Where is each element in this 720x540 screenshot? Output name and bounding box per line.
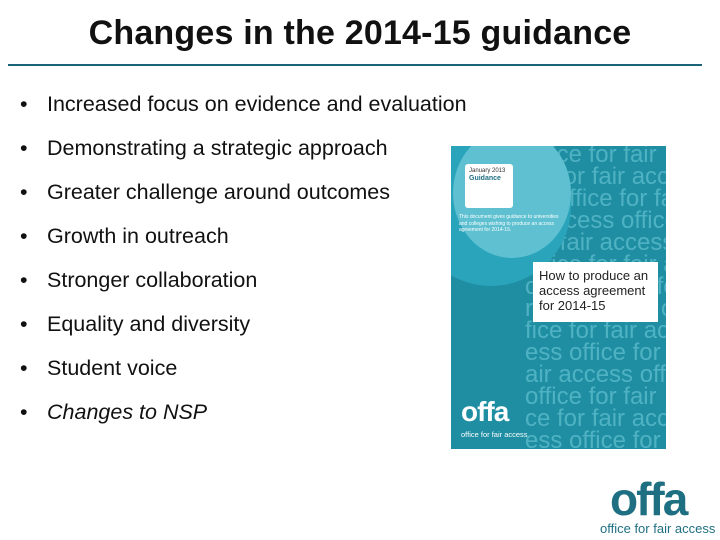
cover-tag: January 2013 Guidance	[465, 164, 513, 208]
bullet-item: • Increased focus on evidence and evaluat…	[16, 86, 467, 130]
bullet-dot: •	[20, 268, 28, 292]
bullet-text: Changes to NSP	[47, 400, 208, 424]
bullet-text: Stronger collaboration	[47, 268, 258, 292]
cover-blurb: This document gives guidance to universi…	[459, 214, 559, 233]
bullet-item: • Student voice	[16, 350, 467, 394]
offa-logo: offa office for fair access	[600, 474, 720, 538]
bullet-dot: •	[20, 136, 28, 160]
offa-logo-subtitle: office for fair access	[600, 521, 716, 536]
bullet-text: Student voice	[47, 356, 178, 380]
cover-logo-sub: office for fair access	[461, 430, 528, 439]
cover-heading: How to produce an access agreement for 2…	[533, 262, 658, 322]
bullet-item: • Demonstrating a strategic approach	[16, 130, 467, 174]
bullet-dot: •	[20, 224, 28, 248]
bullet-item: • Stronger collaboration	[16, 262, 467, 306]
cover-background-line: fice for fair acc	[525, 317, 666, 344]
cover-logo-word: offa	[461, 396, 509, 427]
slide-title: Changes in the 2014-15 guidance	[88, 14, 632, 52]
bullet-dot: •	[20, 180, 28, 204]
cover-background-line: ce for fair acce	[525, 405, 666, 432]
cover-tag-label: Guidance	[469, 175, 501, 182]
title-underline	[8, 64, 702, 66]
cover-tag-date: January 2013	[469, 168, 506, 174]
offa-logo-word: offa	[610, 473, 688, 525]
cover-background-line: office for fair	[525, 383, 657, 410]
bullet-text: Demonstrating a strategic approach	[47, 136, 388, 160]
bullet-text: Growth in outreach	[47, 224, 229, 248]
bullet-dot: •	[20, 400, 28, 424]
bullet-item: • Changes to NSP	[16, 394, 467, 438]
bullet-item: • Greater challenge around outcomes	[16, 174, 467, 218]
cover-background-line: ess office for fa	[525, 427, 666, 450]
cover-background-line: ess office for fa	[525, 339, 666, 366]
bullet-item: • Growth in outreach	[16, 218, 467, 262]
bullet-dot: •	[20, 356, 28, 380]
bullet-text: Greater challenge around outcomes	[47, 180, 391, 204]
bullet-dot: •	[20, 312, 28, 336]
bullet-dot: •	[20, 92, 28, 116]
bullet-text: Equality and diversity	[47, 312, 251, 336]
bullet-item: • Equality and diversity	[16, 306, 467, 350]
cover-background-line: air access offi	[525, 361, 666, 388]
bullet-list: • Increased focus on evidence and evaluat…	[16, 86, 467, 438]
bullet-text: Increased focus on evidence and evaluati…	[47, 92, 467, 116]
